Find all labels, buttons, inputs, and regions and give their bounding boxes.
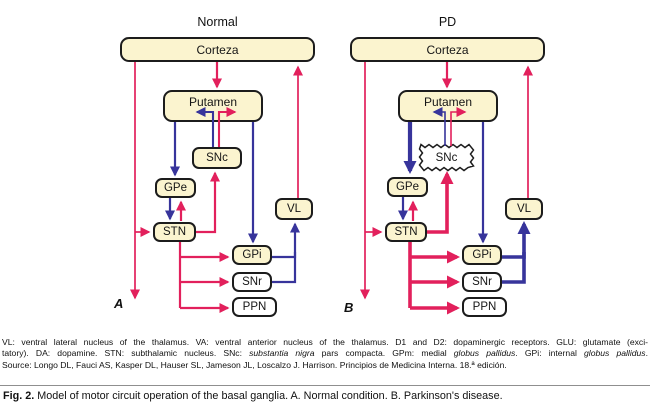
node-snc-normal: SNc — [192, 147, 242, 169]
node-cortex-pd: Corteza — [350, 37, 545, 62]
legend-line-2-seg: pars compacta. GPm: medial — [314, 348, 454, 359]
legend-line-2-seg-italic: substantia nigra — [249, 348, 315, 359]
node-cortex-normal: Corteza — [120, 37, 315, 62]
arrow-snr-vl-normal — [272, 252, 297, 284]
node-vl-pd: VL — [505, 198, 543, 220]
legend-source-line: Source: Longo DL, Fauci AS, Kasper DL, H… — [2, 359, 507, 370]
legend-line-2-seg: . — [645, 348, 648, 359]
node-snc-pd: SNc — [435, 151, 458, 164]
node-gpe-normal: GPe — [155, 178, 196, 198]
figure-caption: Fig. 2. Model of motor circuit operation… — [3, 390, 647, 402]
panel-letter-b: B — [344, 300, 354, 315]
node-gpi-normal: GPi — [232, 245, 272, 265]
legend-line-1: VL: ventral lateral nucleus of the thala… — [2, 337, 648, 347]
arrow-stn-snc-pd — [427, 171, 454, 234]
arrow-gpi-vl-pd — [502, 221, 531, 259]
legend-line-2-seg-italic: globus pallidus — [584, 348, 646, 359]
node-snr-normal: SNr — [232, 272, 272, 292]
panel-title-normal: Normal — [197, 15, 238, 29]
abbreviation-legend: VL: ventral lateral nucleus of the thala… — [2, 337, 648, 371]
arrow-snc-putamen-d2-normal — [195, 107, 215, 147]
node-stn-pd: STN — [385, 222, 427, 242]
node-gpi-pd: GPi — [462, 245, 502, 265]
node-stn-normal: STN — [153, 222, 196, 242]
legend-line-2-seg-italic: globus pallidus — [453, 348, 516, 359]
arrow-snc-putamen-d2-pd — [432, 107, 446, 146]
legend-line-2: tatory). DA: dopamine. STN: subthalamic … — [2, 348, 648, 359]
arrow-gpi-vl-normal — [272, 222, 300, 259]
panel-letter-a: A — [114, 296, 124, 311]
node-vl-normal: VL — [275, 198, 313, 220]
arrow-snr-vl-pd — [502, 252, 526, 284]
arrow-snc-putamen-d1-pd — [450, 107, 467, 146]
node-snr-pd: SNr — [462, 272, 502, 292]
legend-line-2-seg: . GPi: internal — [515, 348, 585, 359]
arrow-stn-snc-normal — [196, 171, 220, 234]
node-gpe-pd: GPe — [387, 177, 428, 197]
node-ppn-pd: PPN — [462, 297, 507, 317]
legend-line-2-seg: tatory). DA: dopamine. STN: subthalamic … — [2, 348, 250, 359]
arrow-snc-putamen-d1-normal — [217, 107, 237, 147]
panel-title-pd: PD — [438, 15, 457, 29]
node-putamen-pd: Putamen — [398, 90, 498, 122]
caption-figure-number: Fig. 2. — [3, 390, 35, 402]
node-ppn-normal: PPN — [232, 297, 277, 317]
caption-divider — [0, 385, 650, 386]
caption-text: Model of motor circuit operation of the … — [34, 390, 503, 402]
